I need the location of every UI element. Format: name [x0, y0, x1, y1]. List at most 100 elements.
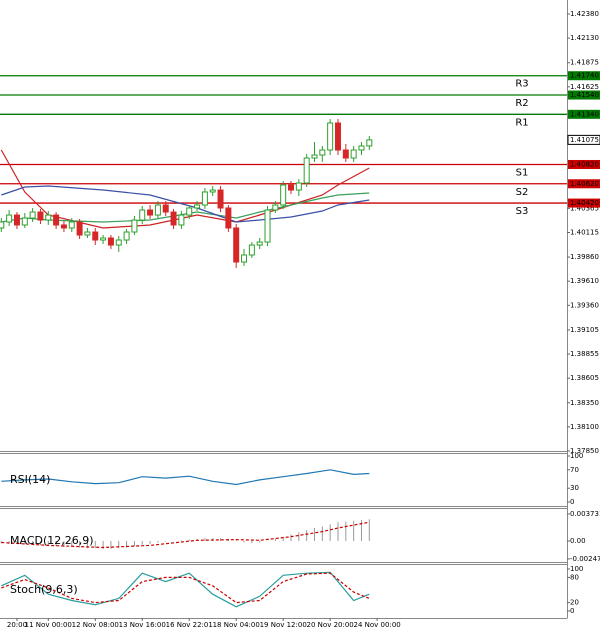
indicator-line	[1, 571, 370, 608]
candle-body	[327, 122, 334, 151]
price-label: 1.42130	[570, 34, 599, 42]
price-label: 1.38350	[570, 399, 599, 407]
candle-body	[319, 149, 326, 156]
candle-body	[288, 184, 295, 191]
candle-body	[303, 157, 310, 184]
x-tick-label: 13 Nov 16:00	[119, 621, 166, 629]
x-tick-label: 20:00	[7, 621, 27, 629]
price-label: 1.38100	[570, 423, 599, 431]
level-box	[568, 179, 600, 189]
level-price: 1.40820	[570, 160, 599, 168]
x-tick-label: 20 Nov 20:00	[307, 621, 354, 629]
x-tick-label: 11 Nov 00:00	[25, 621, 72, 629]
candle-body	[131, 219, 138, 233]
candle-body	[107, 237, 114, 246]
candle-body	[60, 224, 67, 229]
candle-body	[264, 209, 271, 243]
level-name: S2	[516, 187, 529, 198]
candle-body	[233, 227, 240, 263]
candle-body	[21, 217, 28, 226]
indicator-axis-label: 20	[570, 599, 579, 607]
candle-body	[272, 204, 279, 211]
level-price: 1.41340	[570, 110, 599, 118]
moving-average	[1, 185, 370, 223]
candle-body	[53, 214, 60, 226]
stoch-title: Stoch(9,6,3)	[10, 583, 78, 596]
candle-body	[248, 244, 255, 256]
candle-body	[115, 239, 122, 246]
candle-body	[123, 231, 130, 241]
level-name: R1	[515, 117, 528, 128]
level-name: S3	[516, 206, 529, 217]
x-tick-label: 16 Nov 22:01	[166, 621, 213, 629]
level-price: 1.40420	[570, 199, 599, 207]
indicator-line	[1, 572, 370, 604]
price-label: 1.40365	[570, 204, 599, 212]
indicator-axis-label: 30	[570, 484, 579, 492]
candle-body	[100, 237, 107, 241]
candle-body	[178, 214, 185, 226]
price-label: 1.41875	[570, 59, 599, 67]
candle-body	[6, 214, 13, 223]
x-tick-label: 12 Nov 08:00	[72, 621, 119, 629]
level-name: R2	[515, 98, 528, 109]
indicator-axis-label: 100	[570, 565, 583, 573]
candle-body	[29, 211, 36, 219]
candle-body	[225, 207, 232, 229]
level-box	[568, 198, 600, 208]
candle-body	[295, 182, 302, 191]
current-price: 1.41075	[570, 136, 599, 144]
indicator-axis-label: 100	[570, 452, 583, 460]
rsi-title: RSI(14)	[10, 473, 50, 486]
price-label: 1.39610	[570, 277, 599, 285]
candle-body	[209, 189, 216, 193]
macd-title: MACD(12,26,9)	[10, 534, 94, 547]
candle-body	[84, 231, 91, 236]
candle-body	[92, 231, 99, 241]
indicator-axis-label: 0.00	[570, 537, 586, 545]
price-label: 1.38605	[570, 374, 599, 382]
level-box	[568, 159, 600, 169]
candle-body	[37, 211, 44, 221]
candle-body	[201, 191, 208, 206]
x-tick-label: 19 Nov 12:00	[260, 621, 307, 629]
indicator-axis-label: 0	[570, 607, 574, 615]
macd-signal	[1, 521, 370, 549]
candle-body	[280, 184, 287, 206]
price-label: 1.39105	[570, 326, 599, 334]
price-label: 1.39860	[570, 253, 599, 261]
candle-body	[366, 139, 373, 147]
indicator-axis-label: 70	[570, 466, 579, 474]
indicator-axis-label: -0.002473	[570, 555, 600, 563]
candle-body	[139, 209, 146, 221]
level-box	[568, 71, 600, 81]
candle-body	[358, 145, 365, 151]
candle-body	[217, 189, 224, 209]
level-name: R3	[515, 79, 528, 90]
candle-body	[76, 221, 83, 236]
candle-body	[154, 204, 161, 216]
candle-body	[350, 149, 357, 159]
price-label: 1.40115	[570, 228, 599, 236]
indicator-line	[1, 469, 370, 486]
candle-body	[68, 221, 75, 229]
level-price: 1.41740	[570, 72, 599, 80]
candle-body	[241, 254, 248, 263]
candle-body	[162, 204, 169, 213]
price-label: 1.38855	[570, 350, 599, 358]
candle-body	[170, 211, 177, 226]
level-name: S1	[516, 167, 529, 178]
x-tick-label: 18 Nov 04:00	[213, 621, 260, 629]
moving-average	[0, 149, 370, 229]
candle-body	[334, 122, 341, 151]
candle-body	[0, 221, 5, 229]
candle-body	[311, 154, 318, 159]
candle-body	[147, 209, 154, 216]
price-label: 1.37850	[570, 447, 599, 455]
candle-body	[194, 204, 201, 209]
current-price-box	[567, 134, 600, 145]
level-box	[568, 90, 600, 100]
candle-body	[45, 214, 52, 221]
